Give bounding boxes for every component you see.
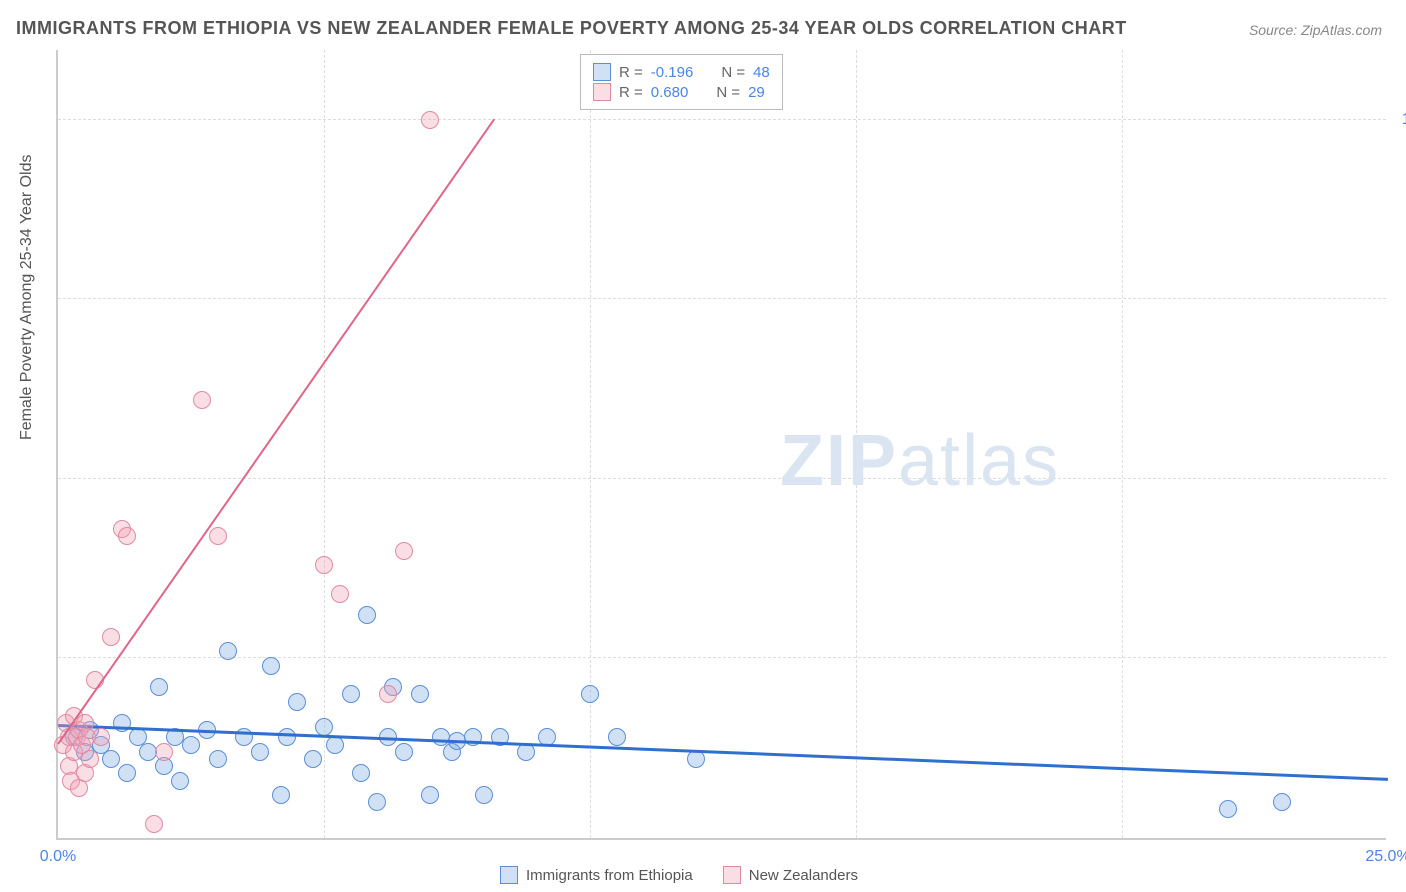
data-point	[1219, 800, 1237, 818]
legend-series-label: New Zealanders	[749, 867, 858, 884]
data-point	[608, 728, 626, 746]
data-point	[262, 657, 280, 675]
legend-swatch	[723, 866, 741, 884]
plot-area: 25.0%50.0%75.0%100.0%0.0%25.0%	[56, 50, 1386, 840]
data-point	[193, 391, 211, 409]
data-point	[251, 743, 269, 761]
data-point	[687, 750, 705, 768]
data-point	[352, 764, 370, 782]
data-point	[150, 678, 168, 696]
data-point	[342, 685, 360, 703]
legend-n-value: 48	[753, 64, 770, 81]
y-gridline	[58, 298, 1386, 299]
legend-series-label: Immigrants from Ethiopia	[526, 867, 693, 884]
data-point	[395, 743, 413, 761]
data-point	[171, 772, 189, 790]
data-point	[288, 693, 306, 711]
y-gridline	[58, 119, 1386, 120]
data-point	[81, 750, 99, 768]
data-point	[331, 585, 349, 603]
legend-swatch	[593, 63, 611, 81]
data-point	[145, 815, 163, 833]
data-point	[272, 786, 290, 804]
legend-r-label: R =	[619, 64, 643, 81]
legend-r-value: -0.196	[651, 64, 694, 81]
legend-n-value: 29	[748, 84, 765, 101]
data-point	[102, 628, 120, 646]
data-point	[278, 728, 296, 746]
y-gridline	[58, 657, 1386, 658]
legend-r-value: 0.680	[651, 84, 689, 101]
x-gridline	[1122, 50, 1123, 838]
legend-stats: R =-0.196N =48R =0.680N =29	[580, 54, 783, 110]
data-point	[182, 736, 200, 754]
trend-line	[57, 118, 495, 744]
legend-n-label: N =	[716, 84, 740, 101]
data-point	[326, 736, 344, 754]
data-point	[155, 743, 173, 761]
y-tick-label: 100.0%	[1402, 111, 1406, 129]
legend-n-label: N =	[721, 64, 745, 81]
x-gridline	[856, 50, 857, 838]
y-axis-label: Female Poverty Among 25-34 Year Olds	[18, 155, 36, 441]
data-point	[475, 786, 493, 804]
data-point	[92, 728, 110, 746]
data-point	[379, 685, 397, 703]
data-point	[209, 750, 227, 768]
chart-source: Source: ZipAtlas.com	[1249, 22, 1382, 38]
legend-stats-row: R = -0.196 N = 48	[593, 63, 770, 81]
data-point	[118, 527, 136, 545]
legend-swatch	[593, 83, 611, 101]
legend-series-item: Immigrants from Ethiopia	[500, 866, 693, 884]
data-point	[368, 793, 386, 811]
x-tick-label: 0.0%	[40, 848, 76, 866]
data-point	[118, 764, 136, 782]
y-gridline	[58, 478, 1386, 479]
data-point	[113, 714, 131, 732]
legend-series-item: New Zealanders	[723, 866, 858, 884]
legend-stats-row: R = 0.680 N = 29	[593, 83, 770, 101]
data-point	[209, 527, 227, 545]
data-point	[421, 786, 439, 804]
data-point	[315, 718, 333, 736]
data-point	[581, 685, 599, 703]
data-point	[411, 685, 429, 703]
chart-title: IMMIGRANTS FROM ETHIOPIA VS NEW ZEALANDE…	[16, 18, 1127, 39]
data-point	[421, 111, 439, 129]
data-point	[1273, 793, 1291, 811]
data-point	[219, 642, 237, 660]
legend-series: Immigrants from Ethiopia New Zealanders	[500, 866, 858, 884]
data-point	[315, 556, 333, 574]
data-point	[102, 750, 120, 768]
data-point	[358, 606, 376, 624]
x-tick-label: 25.0%	[1365, 848, 1406, 866]
data-point	[304, 750, 322, 768]
data-point	[395, 542, 413, 560]
data-point	[464, 728, 482, 746]
legend-r-label: R =	[619, 84, 643, 101]
legend-swatch	[500, 866, 518, 884]
x-gridline	[590, 50, 591, 838]
